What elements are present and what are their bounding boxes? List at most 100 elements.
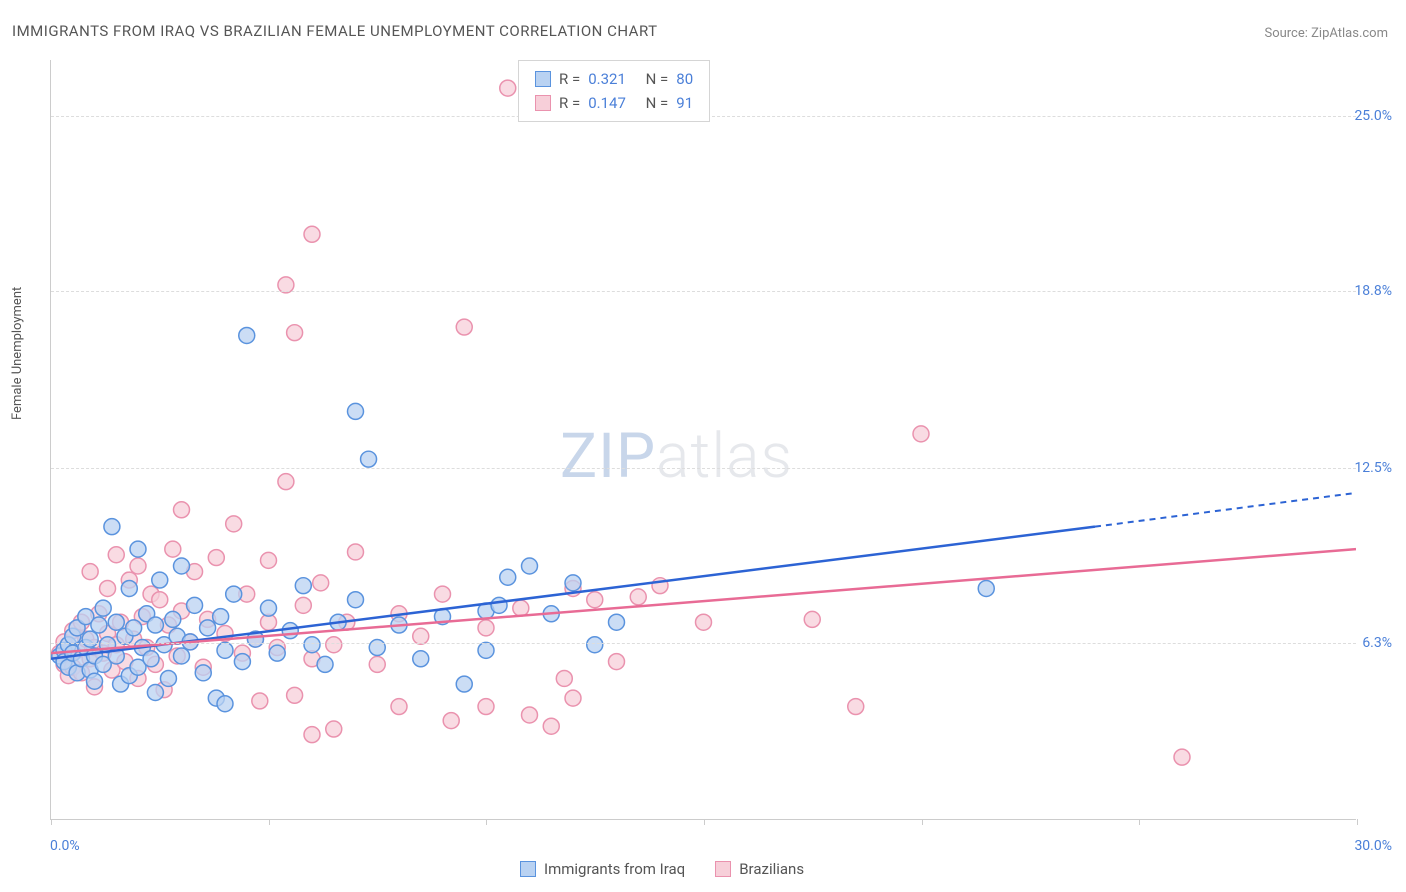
swatch-series1-bottom-icon	[520, 861, 536, 877]
series2-point	[391, 699, 407, 715]
series2-point	[304, 226, 320, 242]
x-tick-min: 0.0%	[50, 838, 80, 854]
series1-point	[200, 620, 216, 636]
y-axis-label: Female Unemployment	[10, 287, 25, 420]
series2-point	[234, 645, 250, 661]
series1-point	[126, 620, 142, 636]
series2-point	[391, 606, 407, 622]
series1-point	[282, 623, 298, 639]
series1-point	[130, 541, 146, 557]
series2-point	[195, 659, 211, 675]
series1-point	[269, 645, 285, 661]
series2-point	[543, 718, 559, 734]
r-value-2: 0.147	[588, 91, 626, 115]
series2-point	[126, 631, 142, 647]
chart-title: IMMIGRANTS FROM IRAQ VS BRAZILIAN FEMALE…	[12, 22, 658, 40]
legend-series1-label: Immigrants from Iraq	[544, 860, 685, 878]
series2-point	[326, 721, 342, 737]
y-tick-label: 6.3%	[1362, 635, 1392, 651]
trendline-series2	[51, 549, 1356, 653]
series1-point	[435, 609, 451, 625]
series1-point	[391, 617, 407, 633]
series1-point	[317, 656, 333, 672]
series1-point	[56, 654, 72, 670]
series1-point	[139, 606, 155, 622]
series2-point	[108, 547, 124, 563]
series2-point	[91, 606, 107, 622]
series2-point	[174, 603, 190, 619]
series2-point	[73, 665, 89, 681]
x-tick	[922, 819, 923, 825]
trendline-series1	[51, 527, 1095, 659]
series2-point	[630, 589, 646, 605]
series1-point	[113, 676, 129, 692]
series2-point	[100, 580, 116, 596]
series2-point	[200, 611, 216, 627]
series2-point	[134, 609, 150, 625]
series1-point	[130, 659, 146, 675]
series1-point	[978, 580, 994, 596]
series2-point	[456, 319, 472, 335]
series2-point	[147, 656, 163, 672]
series1-point	[147, 617, 163, 633]
swatch-series1-icon	[535, 71, 551, 87]
series2-point	[169, 648, 185, 664]
series2-point	[78, 631, 94, 647]
series1-point	[361, 451, 377, 467]
series1-point	[91, 617, 107, 633]
series1-point	[156, 637, 172, 653]
series2-point	[117, 654, 133, 670]
series1-point	[565, 575, 581, 591]
series1-point	[60, 637, 76, 653]
series1-point	[143, 651, 159, 667]
series2-point	[247, 631, 263, 647]
series2-point	[295, 597, 311, 613]
series1-point	[304, 637, 320, 653]
gridline	[51, 468, 1356, 469]
series2-point	[261, 614, 277, 630]
series2-point	[65, 623, 81, 639]
series1-point	[108, 614, 124, 630]
series1-point	[78, 609, 94, 625]
series2-point	[313, 575, 329, 591]
x-tick	[269, 819, 270, 825]
series1-point	[160, 670, 176, 686]
series2-point	[696, 614, 712, 630]
series2-point	[82, 651, 98, 667]
chart-svg	[51, 60, 1356, 819]
series2-point	[1174, 749, 1190, 765]
series1-point	[348, 403, 364, 419]
legend-correlation: R = 0.321 N = 80 R = 0.147 N = 91	[518, 60, 710, 122]
series2-point	[304, 651, 320, 667]
gridline	[51, 643, 1356, 644]
series2-point	[369, 656, 385, 672]
series2-point	[174, 502, 190, 518]
series2-point	[652, 578, 668, 594]
series1-point	[174, 648, 190, 664]
r-label-1: R =	[559, 67, 580, 91]
series2-point	[152, 592, 168, 608]
x-tick	[1139, 819, 1140, 825]
series1-point	[226, 586, 242, 602]
legend-series2-label: Brazilians	[739, 860, 804, 878]
series1-point	[195, 665, 211, 681]
series1-point	[295, 578, 311, 594]
series1-point	[208, 690, 224, 706]
x-tick	[51, 819, 52, 825]
series2-point	[100, 625, 116, 641]
series2-point	[69, 642, 85, 658]
series2-point	[65, 659, 81, 675]
series2-point	[609, 654, 625, 670]
x-tick	[486, 819, 487, 825]
legend-series: Immigrants from Iraq Brazilians	[520, 860, 804, 878]
series2-point	[73, 614, 89, 630]
series1-point	[152, 572, 168, 588]
series1-point	[60, 659, 76, 675]
series1-point	[104, 519, 120, 535]
series2-point	[208, 550, 224, 566]
series1-point	[69, 665, 85, 681]
series2-point	[278, 474, 294, 490]
series2-point	[348, 544, 364, 560]
series1-point	[413, 651, 429, 667]
series2-point	[913, 426, 929, 442]
